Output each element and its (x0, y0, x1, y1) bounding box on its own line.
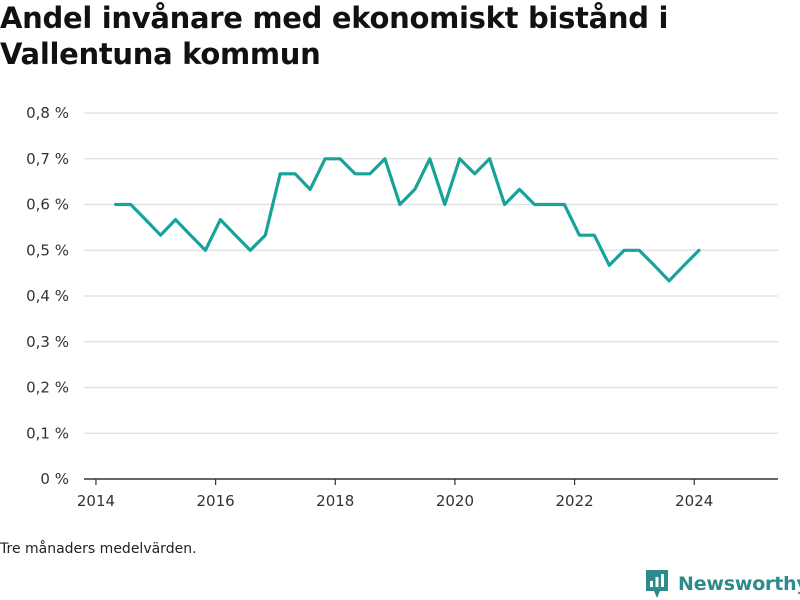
brand-name: Newsworthy (678, 573, 800, 595)
data-point (174, 218, 177, 221)
x-tick-label: 2018 (316, 492, 354, 510)
data-point (338, 157, 342, 160)
y-tick-label: 0,6 % (26, 196, 69, 214)
data-point (413, 188, 417, 191)
brand-logo: Newsworthy (644, 568, 800, 600)
data-point (353, 172, 357, 176)
y-tick-label: 0,5 % (26, 241, 69, 259)
data-point (608, 264, 611, 267)
y-tick-label: 0,3 % (26, 333, 69, 351)
data-point (548, 203, 551, 206)
x-tick-label: 2016 (197, 492, 235, 510)
data-point (308, 188, 312, 191)
x-axis-tick-labels: 2014 2016 2018 2020 2022 2024 (77, 492, 713, 510)
data-point (473, 172, 476, 176)
data-point (398, 203, 402, 206)
newsworthy-logo-icon (646, 570, 668, 598)
data-point (279, 172, 282, 176)
data-point (652, 264, 656, 267)
y-tick-label: 0,7 % (26, 150, 69, 168)
data-point (204, 249, 207, 252)
y-tick-label: 0,8 % (26, 104, 69, 122)
data-point (383, 157, 387, 160)
data-point (638, 249, 641, 252)
chart-title: Andel invånare med ekonomiskt bistånd i … (0, 1, 669, 71)
data-point (114, 203, 117, 206)
series-lines (114, 157, 701, 283)
x-tick-label: 2020 (436, 492, 474, 510)
data-point (219, 218, 222, 221)
data-point (503, 203, 506, 206)
data-point (563, 203, 566, 206)
data-point (458, 157, 461, 160)
data-point (234, 233, 237, 237)
y-axis-tick-labels: 0 % 0,1 % 0,2 % 0,3 % 0,4 % 0,5 % 0,6 % 0,7 % 0,… (26, 104, 69, 488)
data-point (144, 218, 147, 221)
data-point (368, 172, 372, 176)
data-point (593, 233, 596, 237)
data-point (323, 157, 327, 160)
x-tick-label: 2014 (77, 492, 115, 510)
data-point (697, 249, 701, 252)
data-point (129, 203, 132, 206)
data-point (488, 157, 491, 160)
data-point (293, 172, 297, 176)
series-line (114, 157, 701, 283)
y-tick-label: 0,4 % (26, 287, 69, 305)
data-point (623, 249, 626, 252)
data-point (682, 264, 686, 267)
x-tick-label: 2022 (555, 492, 593, 510)
data-point (443, 203, 446, 206)
data-point (189, 233, 192, 237)
footnote: Tre månaders medelvärden. (0, 541, 197, 557)
data-point (159, 233, 162, 237)
data-point (578, 233, 581, 237)
data-point (249, 249, 252, 252)
data-point (428, 157, 432, 160)
axes (84, 478, 778, 485)
data-point (667, 279, 671, 283)
line-chart: 0 % 0,1 % 0,2 % 0,3 % 0,4 % 0,5 % 0,6 % 0,7 % 0,… (26, 104, 778, 510)
data-point (264, 233, 267, 237)
y-tick-label: 0,2 % (26, 379, 69, 397)
data-point (533, 203, 536, 206)
x-tick-label: 2024 (675, 492, 713, 510)
y-tick-label: 0,1 % (26, 424, 69, 442)
y-tick-label: 0 % (40, 470, 69, 488)
data-point (518, 188, 521, 191)
